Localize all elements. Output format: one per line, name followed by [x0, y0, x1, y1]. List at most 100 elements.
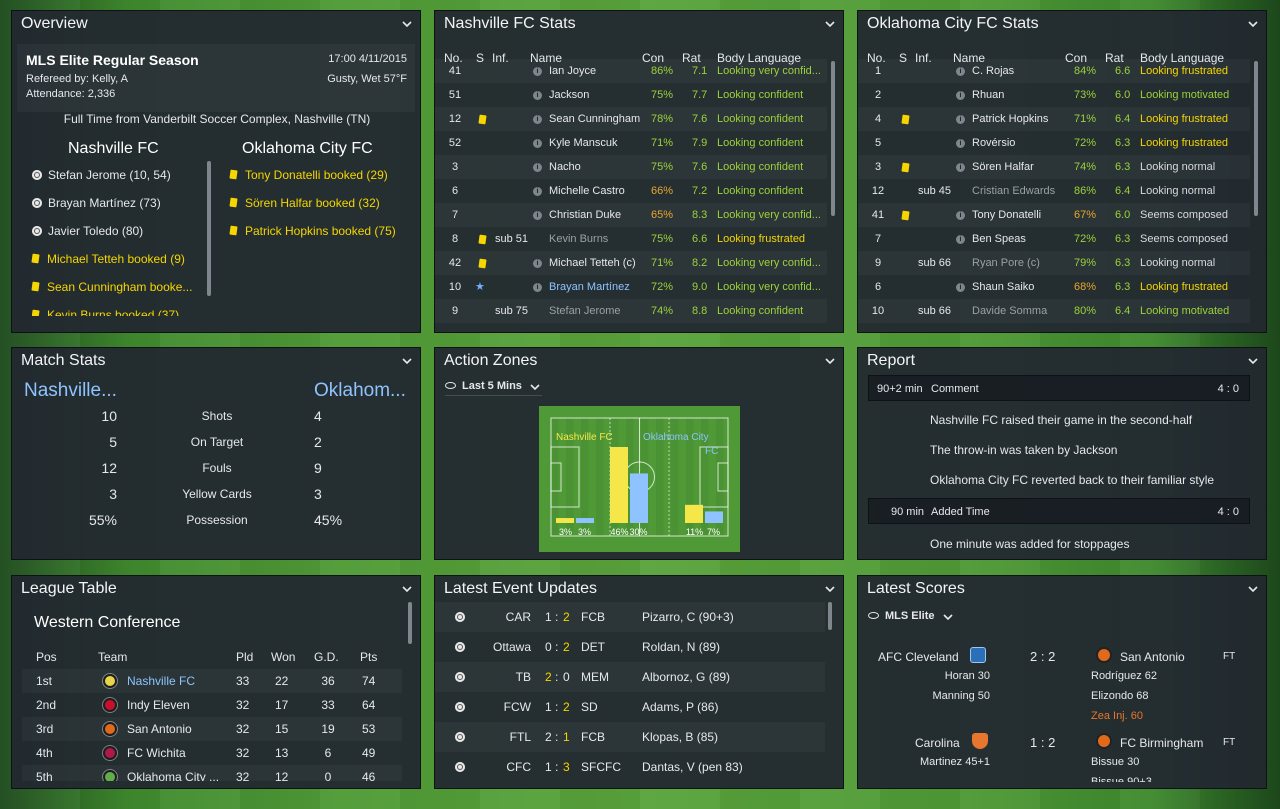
player-name[interactable]: Jackson — [549, 89, 590, 101]
player-row[interactable]: 1 i C. Rojas 84% 6.6 Looking frustrated — [858, 59, 1250, 83]
player-name[interactable]: Cristian Edwards — [972, 185, 1056, 197]
table-row[interactable]: 2nd Indy Eleven 32 17 33 64 — [22, 693, 402, 717]
event-row[interactable]: CFC 1:3 SFCFC Dantas, V (pen 83) — [435, 752, 825, 782]
player-row[interactable]: 41 i Tony Donatelli 67% 6.0 Seems composed — [858, 203, 1250, 227]
scrollbar[interactable] — [207, 161, 211, 296]
player-row[interactable]: 12 i Sean Cunningham 78% 7.6 Looking confiden… — [435, 107, 827, 131]
player-row[interactable]: 8 sub 51 Kevin Burns 75% 6.6 Looking frustrat… — [435, 227, 827, 251]
match-home-team[interactable]: AFC Cleveland — [878, 650, 959, 664]
player-row[interactable]: 3 i Sören Halfar 74% 6.3 Looking normal — [858, 155, 1250, 179]
team-name[interactable]: FC Wichita — [127, 746, 186, 760]
event-row[interactable]: CAR 1:2 FCB Pizarro, C (90+3) — [435, 602, 825, 632]
player-row[interactable]: 51 i Jackson 75% 7.7 Looking confident — [435, 83, 827, 107]
match-away-team[interactable]: San Antonio — [1120, 650, 1185, 664]
col-pld[interactable]: Pld — [236, 650, 254, 664]
chevron-down-icon[interactable] — [825, 356, 835, 366]
table-row[interactable]: 4th FC Wichita 32 13 6 49 — [22, 741, 402, 765]
chevron-down-icon[interactable] — [1248, 584, 1258, 594]
col-con[interactable]: Con — [1065, 51, 1088, 65]
col-name[interactable]: Name — [953, 51, 986, 65]
col-pos[interactable]: Pos — [36, 650, 57, 664]
table-row[interactable]: 5th Oklahoma City ... 32 12 0 46 — [22, 765, 402, 781]
scrollbar[interactable] — [831, 61, 835, 216]
col-rat[interactable]: Rat — [1105, 51, 1124, 65]
scrollbar[interactable] — [828, 602, 832, 630]
player-row[interactable]: 10 ★ i Brayan Martínez 72% 9.0 Looking very co… — [435, 275, 827, 299]
player-name[interactable]: Rhuan — [972, 89, 1005, 101]
scrollbar[interactable] — [1254, 61, 1258, 216]
chevron-down-icon[interactable] — [825, 584, 835, 594]
scrollbar[interactable] — [408, 602, 412, 644]
player-name[interactable]: Ian Joyce — [549, 65, 597, 77]
player-name[interactable]: Sean Cunningham — [549, 113, 641, 125]
player-name[interactable]: Davide Somma — [972, 305, 1048, 317]
player-name[interactable]: Kevin Burns — [549, 233, 609, 245]
match-away-team[interactable]: FC Birmingham — [1120, 736, 1204, 750]
player-name[interactable]: Sören Halfar — [972, 161, 1034, 173]
player-name[interactable]: Tony Donatelli — [972, 209, 1042, 221]
col-name[interactable]: Name — [530, 51, 563, 65]
player-name[interactable]: Brayan Martínez — [549, 281, 630, 293]
player-row[interactable]: 3 i Nacho 75% 7.6 Looking confident — [435, 155, 827, 179]
player-row[interactable]: 6 i Shaun Saiko 68% 6.3 Looking frustrated — [858, 275, 1250, 299]
table-row[interactable]: 1st Nashville FC 33 22 36 74 — [22, 669, 402, 693]
col-con[interactable]: Con — [642, 51, 665, 65]
chevron-down-icon[interactable] — [1248, 19, 1258, 29]
col-s[interactable]: S — [899, 51, 908, 65]
player-row[interactable]: 42 i Michael Tetteh (c) 71% 8.2 Looking very … — [435, 251, 827, 275]
col-inf[interactable]: Inf. — [492, 51, 509, 65]
col-no[interactable]: No. — [444, 51, 463, 65]
competition-filter-dropdown[interactable]: MLS Elite — [868, 606, 955, 626]
event-row[interactable]: Ottawa 0:2 DET Roldan, N (89) — [435, 632, 825, 662]
player-row[interactable]: 6 i Michelle Castro 66% 7.2 Looking confident — [435, 179, 827, 203]
chevron-down-icon[interactable] — [402, 19, 412, 29]
player-row[interactable]: 10 sub 66 Davide Somma 80% 6.4 Looking motiva… — [858, 299, 1250, 323]
report-event-bar[interactable]: 90+2 min Comment 4 : 0 — [868, 375, 1250, 401]
table-row[interactable]: 3rd San Antonio 32 15 19 53 — [22, 717, 402, 741]
player-row[interactable]: 5 i Rovérsio 72% 6.3 Looking frustrated — [858, 131, 1250, 155]
col-no[interactable]: No. — [867, 51, 886, 65]
chevron-down-icon[interactable] — [402, 356, 412, 366]
player-row[interactable]: 9 sub 75 Stefan Jerome 74% 8.8 Looking confid… — [435, 299, 827, 323]
player-name[interactable]: Stefan Jerome — [549, 305, 621, 317]
col-won[interactable]: Won — [271, 650, 296, 664]
player-row[interactable]: 2 i Rhuan 73% 6.0 Looking motivated — [858, 83, 1250, 107]
col-team[interactable]: Team — [98, 650, 128, 664]
player-name[interactable]: Shaun Saiko — [972, 281, 1035, 293]
player-name[interactable]: C. Rojas — [972, 65, 1015, 77]
col-gd[interactable]: G.D. — [314, 650, 339, 664]
player-name[interactable]: Michelle Castro — [549, 185, 625, 197]
player-name[interactable]: Kyle Manscuk — [549, 137, 618, 149]
player-name[interactable]: Ben Speas — [972, 233, 1026, 245]
team-name[interactable]: San Antonio — [127, 722, 192, 736]
col-inf[interactable]: Inf. — [915, 51, 932, 65]
col-body[interactable]: Body Language — [1140, 51, 1225, 65]
col-pts[interactable]: Pts — [360, 650, 378, 664]
chevron-down-icon[interactable] — [402, 584, 412, 594]
player-row[interactable]: 41 i Ian Joyce 86% 7.1 Looking very confid... — [435, 59, 827, 83]
player-row[interactable]: 7 i Ben Speas 72% 6.3 Seems composed — [858, 227, 1250, 251]
event-row[interactable]: TB 2:0 MEM Albornoz, G (89) — [435, 662, 825, 692]
match-home-team[interactable]: Carolina — [915, 736, 960, 750]
event-row[interactable]: FCW 1:2 SD Adams, P (86) — [435, 692, 825, 722]
time-filter-dropdown[interactable]: Last 5 Mins — [445, 376, 542, 396]
player-name[interactable]: Rovérsio — [972, 137, 1016, 149]
chevron-down-icon[interactable] — [1248, 356, 1258, 366]
player-row[interactable]: 12 sub 45 Cristian Edwards 86% 6.4 Looking no… — [858, 179, 1250, 203]
col-body[interactable]: Body Language — [717, 51, 802, 65]
team-name[interactable]: Oklahoma City ... — [127, 770, 220, 781]
player-row[interactable]: 9 sub 66 Ryan Pore (c) 79% 6.3 Looking normal — [858, 251, 1250, 275]
player-name[interactable]: Michael Tetteh (c) — [549, 257, 636, 269]
team-name[interactable]: Nashville FC — [127, 674, 196, 688]
col-s[interactable]: S — [476, 51, 485, 65]
col-rat[interactable]: Rat — [682, 51, 701, 65]
player-row[interactable]: 52 i Kyle Manscuk 71% 7.9 Looking confident — [435, 131, 827, 155]
player-name[interactable]: Nacho — [549, 161, 581, 173]
player-name[interactable]: Christian Duke — [549, 209, 622, 221]
player-name[interactable]: Patrick Hopkins — [972, 113, 1049, 125]
player-row[interactable]: 4 i Patrick Hopkins 71% 6.4 Looking frustrate… — [858, 107, 1250, 131]
chevron-down-icon[interactable] — [825, 19, 835, 29]
report-event-bar[interactable]: 90 min Added Time 4 : 0 — [868, 498, 1250, 524]
team-name[interactable]: Indy Eleven — [127, 698, 190, 712]
player-name[interactable]: Ryan Pore (c) — [972, 257, 1040, 269]
